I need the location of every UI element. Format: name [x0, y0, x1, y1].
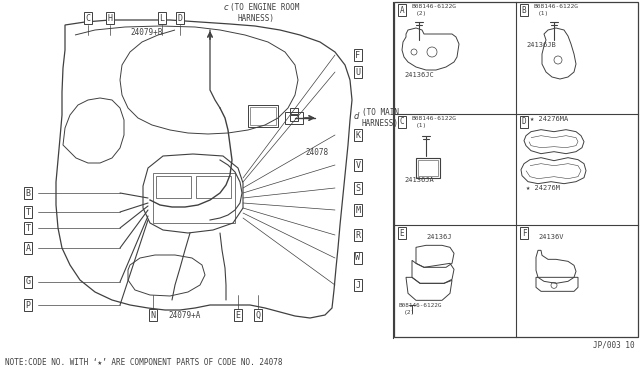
Text: ★ 24276MA: ★ 24276MA — [530, 116, 568, 122]
Text: JP/003 10: JP/003 10 — [593, 340, 635, 349]
Text: D: D — [177, 13, 182, 22]
Text: E: E — [236, 311, 241, 320]
Text: 24078: 24078 — [305, 148, 328, 157]
Bar — [394, 2, 638, 337]
Text: P: P — [26, 301, 31, 310]
Text: (1): (1) — [538, 11, 549, 16]
Text: B08146-6122G: B08146-6122G — [412, 4, 457, 9]
Text: 24136JC: 24136JC — [404, 72, 434, 78]
Text: H: H — [108, 13, 113, 22]
Text: HARNESS): HARNESS) — [238, 14, 275, 23]
Text: S: S — [355, 183, 360, 192]
Text: U: U — [355, 67, 360, 77]
Text: B08146-6122G: B08146-6122G — [412, 116, 457, 121]
Text: E: E — [400, 229, 404, 238]
Text: F: F — [355, 51, 360, 60]
Text: B: B — [522, 6, 526, 15]
Text: K: K — [355, 131, 360, 140]
Bar — [248, 105, 278, 127]
Text: 24136V: 24136V — [538, 234, 563, 240]
Text: (TO ENGINE ROOM: (TO ENGINE ROOM — [230, 3, 300, 12]
Text: B: B — [26, 189, 31, 198]
Text: A: A — [26, 244, 31, 253]
Text: F: F — [522, 229, 526, 238]
Text: NOTE:CODE NO. WITH ‘★’ ARE COMPONENT PARTS OF CODE NO. 24078: NOTE:CODE NO. WITH ‘★’ ARE COMPONENT PAR… — [5, 358, 282, 367]
Bar — [250, 107, 276, 125]
Text: M: M — [355, 205, 360, 215]
Text: N: N — [150, 311, 156, 320]
Bar — [290, 115, 298, 121]
Text: 24136JB: 24136JB — [526, 42, 556, 48]
Text: (1): (1) — [416, 123, 428, 128]
Text: B08146-6122G: B08146-6122G — [399, 303, 442, 308]
Text: 24079+A: 24079+A — [168, 311, 200, 320]
Text: Q: Q — [255, 311, 260, 320]
Text: (2): (2) — [416, 11, 428, 16]
Text: B08146-6122G: B08146-6122G — [534, 4, 579, 9]
Text: 24136J: 24136J — [426, 234, 451, 240]
Bar — [153, 173, 235, 223]
Text: C: C — [400, 117, 404, 126]
Text: c: c — [224, 3, 228, 12]
Bar — [416, 158, 440, 178]
Text: G: G — [26, 278, 31, 286]
Bar — [196, 176, 231, 198]
Text: ★ 24276M: ★ 24276M — [526, 185, 560, 191]
Bar — [285, 112, 303, 124]
Bar — [156, 176, 191, 198]
Text: (2): (2) — [404, 310, 415, 315]
Text: J: J — [355, 280, 360, 289]
Text: 24136JA: 24136JA — [404, 177, 434, 183]
Text: HARNESS): HARNESS) — [362, 119, 399, 128]
Text: (TO MAIN: (TO MAIN — [362, 108, 399, 116]
Text: V: V — [355, 160, 360, 170]
Text: d: d — [354, 112, 360, 121]
Text: A: A — [400, 6, 404, 15]
Text: T: T — [26, 224, 31, 232]
Text: T: T — [26, 208, 31, 217]
Text: R: R — [355, 231, 360, 240]
Text: 24079+B: 24079+B — [130, 28, 163, 36]
Text: C: C — [86, 13, 90, 22]
Text: L: L — [159, 13, 164, 22]
Bar — [418, 160, 438, 176]
Text: D: D — [522, 117, 526, 126]
Bar — [290, 108, 298, 114]
Text: W: W — [355, 253, 360, 263]
